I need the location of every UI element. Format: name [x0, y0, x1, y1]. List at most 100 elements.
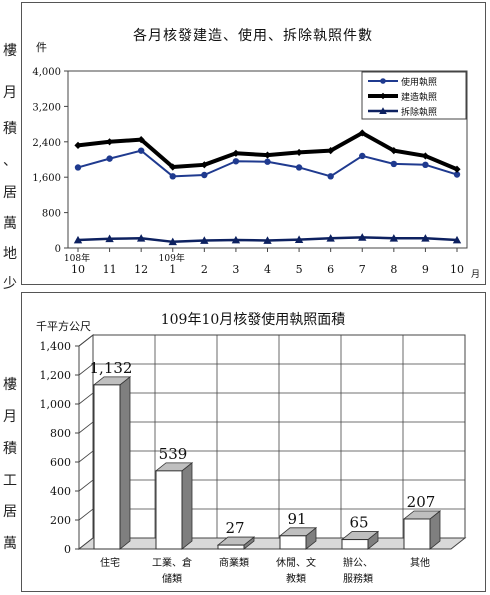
data-label: 207	[407, 493, 436, 511]
category-label: 教類	[286, 572, 306, 585]
y-tick-label: 0	[64, 543, 71, 556]
y-axis-label: 千平方公尺	[36, 319, 91, 333]
side-text-char: 月	[3, 409, 17, 425]
x-tick-label: 11	[103, 263, 117, 276]
data-point	[232, 149, 240, 157]
series-3	[73, 233, 462, 246]
data-point	[379, 92, 387, 100]
data-point	[390, 147, 398, 155]
data-point	[379, 107, 387, 115]
y-tick-label: 1,200	[40, 369, 72, 382]
bar	[154, 462, 194, 550]
x-tick-label: 12	[134, 263, 148, 276]
data-point	[136, 234, 146, 242]
category-label: 商業類	[219, 556, 249, 569]
bar	[92, 376, 132, 550]
data-point	[263, 236, 272, 244]
bar-front	[403, 518, 431, 550]
series-2	[74, 129, 461, 173]
data-point	[73, 235, 83, 244]
data-point	[74, 141, 82, 149]
side-text-char: 積	[3, 121, 17, 137]
side-text-char: 樓	[3, 43, 17, 59]
data-point	[380, 78, 386, 84]
data-point	[295, 148, 303, 157]
data-point	[453, 165, 461, 173]
y-tick-label: 1,000	[40, 398, 72, 411]
category-label: 休閒、文	[276, 556, 316, 569]
data-label: 91	[287, 510, 306, 528]
side-text-char: 積	[3, 441, 17, 457]
bar-chart: 109年10月核發使用執照面積 千平方公尺 0 200 400 600 800 1,000 1,…	[36, 311, 467, 585]
data-point	[105, 234, 114, 243]
data-point	[137, 135, 145, 144]
data-point	[359, 152, 366, 160]
data-point	[294, 235, 304, 243]
data-point	[327, 147, 335, 155]
data-point	[106, 155, 113, 162]
bar-front	[279, 535, 307, 550]
category-label: 住宅	[100, 556, 120, 569]
side-text-char: 樓	[3, 377, 17, 393]
y-tick-label: 1,600	[32, 173, 61, 184]
data-point	[453, 171, 461, 178]
data-point	[358, 233, 367, 241]
data-point	[421, 234, 430, 242]
data-point	[74, 164, 82, 171]
series-1	[74, 147, 461, 180]
data-point	[231, 235, 241, 244]
side-text-char: 、	[3, 153, 17, 169]
y-tick-label: 400	[50, 485, 71, 498]
x-tick-label: 3	[232, 263, 239, 276]
data-point	[264, 158, 271, 165]
bar	[402, 510, 442, 550]
data-label: 539	[159, 445, 188, 463]
chart-title: 109年10月核發使用執照面積	[161, 311, 346, 328]
data-point	[169, 163, 177, 171]
side-text-char: 居	[3, 185, 17, 201]
data-label: 65	[349, 514, 368, 532]
data-point	[326, 234, 335, 242]
side-text-char: 萬	[3, 216, 17, 232]
y-tick-label: 600	[50, 456, 71, 469]
y-tick-label: 4,000	[32, 67, 61, 78]
side-text-char: 居	[3, 504, 17, 520]
x-tick-label: 4	[264, 263, 271, 276]
bar-front	[93, 384, 121, 550]
bar	[340, 530, 380, 550]
line-chart-panel: 各月核發建造、使用、拆除執照件數件 0 800 1,600 2,400 3,200 4,00…	[21, 2, 486, 285]
x-tick-label: 8	[390, 263, 397, 276]
data-point	[169, 173, 176, 180]
x-tick-label: 1	[169, 263, 176, 276]
legend-label: 建造執照	[401, 91, 437, 103]
category-label: 服務類	[343, 572, 373, 585]
data-label: 27	[225, 519, 244, 537]
chart-title: 各月核發建造、使用、拆除執照件數	[133, 27, 373, 44]
data-point	[390, 160, 398, 168]
data-point	[168, 237, 177, 246]
data-point	[295, 164, 303, 171]
category-label: 辦公、	[343, 556, 373, 569]
bar-front	[341, 539, 369, 550]
data-point	[389, 234, 399, 242]
side-text-char: 工	[3, 473, 17, 489]
data-point	[422, 161, 429, 169]
bar-side	[181, 462, 193, 550]
legend-label: 拆除執照	[401, 106, 437, 118]
y-tick-label: 800	[42, 209, 61, 220]
data-point	[232, 158, 240, 165]
data-point	[105, 138, 114, 146]
legend-label: 使用執照	[401, 76, 437, 88]
data-point	[200, 236, 209, 244]
y-tick-label: 1,400	[40, 340, 72, 353]
y-tick-label: 3,200	[32, 102, 61, 113]
y-tick-label: 2,400	[32, 138, 61, 149]
bar-side	[119, 376, 131, 550]
y-axis-label: 件	[36, 41, 47, 54]
y-tick-label: 0	[55, 244, 61, 255]
side-text-char: 地	[3, 246, 17, 262]
bar-chart-panel: 109年10月核發使用執照面積 千平方公尺 0 200 400 600 800 1,000 1,…	[21, 292, 486, 592]
y-tick-label: 200	[50, 514, 71, 527]
